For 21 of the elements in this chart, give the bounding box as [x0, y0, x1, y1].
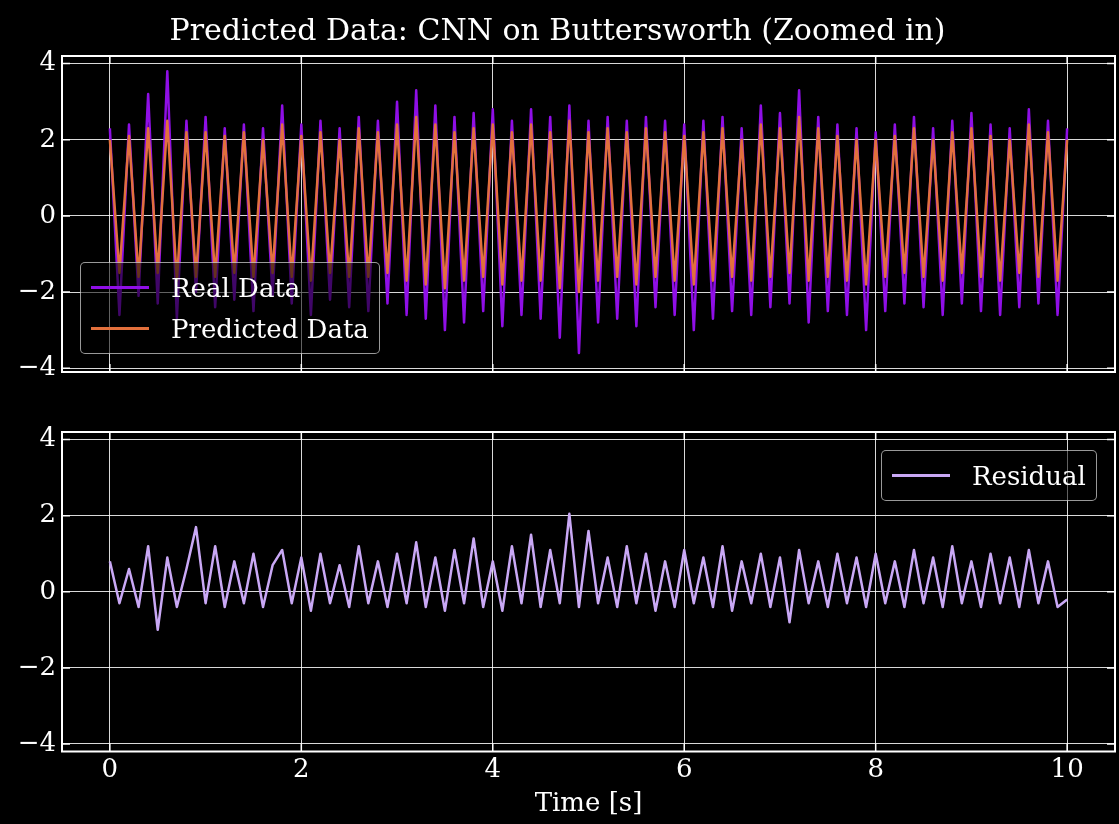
legend-label: Real Data	[171, 272, 301, 303]
y-tick-label: −4	[17, 350, 56, 381]
x-tick-label: 0	[101, 752, 119, 783]
x-tick-label: 10	[1050, 752, 1084, 783]
y-tick-label: 2	[39, 122, 56, 153]
x-tick-label: 8	[867, 752, 884, 783]
y-tick-label: −2	[17, 274, 56, 305]
x-tick-label: 4	[484, 752, 502, 783]
y-tick-label: 4	[39, 422, 56, 453]
x-axis-title: Time [s]	[534, 787, 643, 818]
y-tick-label: 0	[39, 198, 56, 229]
y-tick-label: 4	[39, 46, 56, 77]
legend-label: Predicted Data	[171, 313, 369, 344]
y-tick-label: −2	[17, 650, 56, 681]
y-tick-label: 2	[39, 498, 56, 529]
y-tick-label: −4	[17, 726, 56, 757]
legend-label: Residual	[972, 460, 1086, 491]
x-tick-label: 6	[675, 752, 693, 783]
chart-title: Predicted Data: CNN on Buttersworth (Zoomed in)	[169, 11, 946, 47]
y-tick-label: 0	[39, 574, 56, 605]
x-tick-label: 2	[293, 752, 310, 783]
